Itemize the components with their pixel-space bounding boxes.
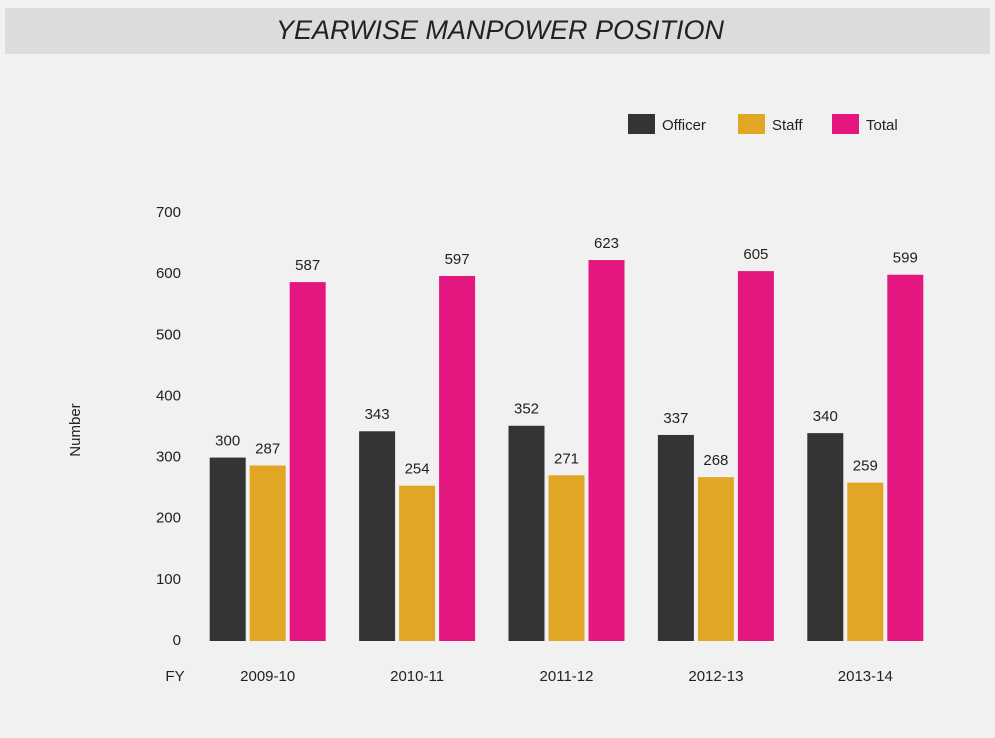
bar bbox=[399, 485, 436, 641]
y-tick-label: 100 bbox=[156, 571, 181, 588]
bar bbox=[697, 477, 734, 641]
bar bbox=[359, 431, 396, 641]
y-tick-label: 700 bbox=[156, 204, 181, 221]
data-label: 587 bbox=[295, 257, 320, 274]
legend-label: Officer bbox=[662, 117, 706, 134]
bar bbox=[439, 275, 476, 641]
y-axis-label: Number bbox=[67, 403, 84, 456]
bar bbox=[737, 271, 774, 641]
bar bbox=[588, 260, 625, 641]
bar bbox=[807, 433, 844, 641]
x-tick-label: 2009-10 bbox=[240, 668, 295, 685]
data-label: 300 bbox=[215, 433, 240, 450]
x-tick-label: 2013-14 bbox=[838, 668, 893, 685]
data-label: 259 bbox=[853, 458, 878, 475]
y-tick-label: 200 bbox=[156, 510, 181, 527]
y-tick-label: 400 bbox=[156, 387, 181, 404]
chart-title: YEARWISE MANPOWER POSITION bbox=[276, 15, 725, 45]
y-tick-label: 500 bbox=[156, 326, 181, 343]
x-tick-label: 2010-11 bbox=[390, 668, 444, 685]
bar bbox=[548, 475, 585, 641]
y-tick-label: 0 bbox=[173, 632, 181, 649]
legend-swatch bbox=[832, 114, 859, 134]
data-label: 268 bbox=[703, 452, 728, 469]
legend-swatch bbox=[738, 114, 765, 134]
data-label: 343 bbox=[365, 406, 390, 423]
data-label: 254 bbox=[405, 461, 430, 478]
data-label: 287 bbox=[255, 440, 280, 457]
data-label: 623 bbox=[594, 235, 619, 252]
data-label: 352 bbox=[514, 401, 539, 418]
bar bbox=[249, 465, 286, 641]
data-label: 337 bbox=[663, 410, 688, 427]
data-label: 597 bbox=[445, 251, 470, 268]
x-tick-label: 2011-12 bbox=[540, 668, 594, 685]
legend-swatch bbox=[628, 114, 655, 134]
x-tick-label: 2012-13 bbox=[688, 668, 743, 685]
data-label: 340 bbox=[813, 408, 838, 425]
legend-label: Staff bbox=[772, 117, 803, 134]
data-label: 271 bbox=[554, 450, 579, 467]
bar bbox=[289, 282, 326, 641]
bar bbox=[887, 274, 924, 641]
legend-label: Total bbox=[866, 117, 898, 134]
bar bbox=[847, 482, 884, 641]
y-tick-label: 600 bbox=[156, 265, 181, 282]
bar bbox=[508, 425, 545, 641]
title-band bbox=[5, 8, 990, 54]
bar bbox=[657, 434, 694, 641]
bar bbox=[209, 457, 246, 641]
data-label: 605 bbox=[743, 246, 768, 263]
x-axis-label: FY bbox=[165, 668, 184, 685]
y-tick-label: 300 bbox=[156, 449, 181, 466]
data-label: 599 bbox=[893, 250, 918, 267]
